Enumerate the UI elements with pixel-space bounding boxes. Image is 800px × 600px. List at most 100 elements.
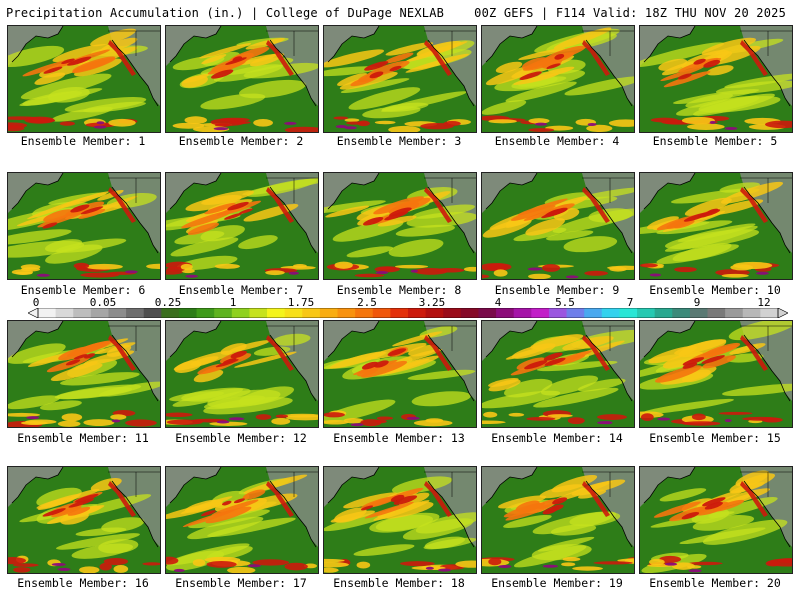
precip-map xyxy=(166,26,318,132)
colorbar-tick-label: 9 xyxy=(693,296,701,309)
ensemble-member-label: Ensemble Member: 20 xyxy=(649,576,781,590)
ensemble-member-map xyxy=(639,25,793,133)
ensemble-member-label: Ensemble Member: 15 xyxy=(649,431,781,445)
precip-map xyxy=(166,321,318,427)
colorbar-swatch xyxy=(637,308,656,318)
precip-map xyxy=(8,321,160,427)
colorbar-swatch xyxy=(760,308,779,318)
precip-map xyxy=(640,173,792,279)
colorbar-swatch xyxy=(513,308,532,318)
ensemble-member-map xyxy=(639,466,793,574)
ensemble-member-map xyxy=(165,466,319,574)
colorbar-swatch xyxy=(425,308,444,318)
ensemble-member-label: Ensemble Member: 13 xyxy=(333,431,465,445)
ensemble-member-label: Ensemble Member: 19 xyxy=(491,576,623,590)
colorbar-swatch xyxy=(566,308,585,318)
colorbar-swatch xyxy=(619,308,638,318)
colorbar-swatch xyxy=(143,308,162,318)
precip-map xyxy=(166,467,318,573)
ensemble-member-map xyxy=(323,320,477,428)
colorbar-swatch xyxy=(725,308,744,318)
ensemble-member-map xyxy=(639,172,793,280)
colorbar-high-arrow xyxy=(777,308,788,318)
colorbar-tick-label: 3.25 xyxy=(418,296,446,309)
ensemble-member-map xyxy=(165,320,319,428)
precip-map xyxy=(640,26,792,132)
ensemble-member-label: Ensemble Member: 5 xyxy=(652,134,778,148)
colorbar-tick-label: 1 xyxy=(229,296,237,309)
colorbar-swatch xyxy=(38,308,57,318)
run-valid-time: 00Z GEFS | F114 Valid: 18Z THU NOV 20 20… xyxy=(474,6,786,20)
precip-map xyxy=(482,26,634,132)
colorbar-swatch xyxy=(231,308,250,318)
ensemble-member-label: Ensemble Member: 1 xyxy=(20,134,146,148)
colorbar-tick-label: 0.05 xyxy=(89,296,117,309)
precip-map xyxy=(166,173,318,279)
colorbar-swatch xyxy=(478,308,497,318)
precip-map xyxy=(482,467,634,573)
ensemble-member-map xyxy=(323,172,477,280)
ensemble-member-map xyxy=(165,172,319,280)
map-title: Precipitation Accumulation (in.) | Colle… xyxy=(6,6,445,20)
precip-map xyxy=(324,321,476,427)
colorbar-swatch xyxy=(390,308,409,318)
ensemble-member-map xyxy=(7,320,161,428)
ensemble-member-map xyxy=(481,172,635,280)
ensemble-member-map xyxy=(481,320,635,428)
colorbar-swatch xyxy=(284,308,303,318)
colorbar-tick-label: 1.75 xyxy=(287,296,315,309)
precip-map xyxy=(8,467,160,573)
ensemble-member-label: Ensemble Member: 12 xyxy=(175,431,307,445)
colorbar xyxy=(28,308,788,318)
colorbar-swatch xyxy=(214,308,233,318)
ensemble-member-label: Ensemble Member: 10 xyxy=(649,283,781,297)
ensemble-member-label: Ensemble Member: 11 xyxy=(17,431,149,445)
precip-map xyxy=(324,173,476,279)
colorbar-tick-label: 0.25 xyxy=(154,296,182,309)
ensemble-member-map xyxy=(481,25,635,133)
precip-map xyxy=(8,26,160,132)
colorbar-swatch xyxy=(73,308,92,318)
colorbar-swatch xyxy=(108,308,127,318)
precip-map xyxy=(8,173,160,279)
colorbar-swatch xyxy=(584,308,603,318)
colorbar-tick-label: 12 xyxy=(757,296,771,309)
colorbar-low-arrow xyxy=(28,308,39,318)
colorbar-swatch xyxy=(337,308,356,318)
colorbar-tick-label: 0 xyxy=(32,296,40,309)
colorbar-swatch xyxy=(355,308,374,318)
colorbar-swatch xyxy=(319,308,339,318)
ensemble-member-map xyxy=(323,25,477,133)
colorbar-swatch xyxy=(196,308,215,318)
ensemble-member-label: Ensemble Member: 7 xyxy=(178,283,304,297)
precip-map xyxy=(640,321,792,427)
colorbar-swatch xyxy=(496,308,515,318)
colorbar-swatch xyxy=(531,308,550,318)
ensemble-member-map xyxy=(7,172,161,280)
precip-map xyxy=(640,467,792,573)
colorbar-tick-label: 2.5 xyxy=(357,296,377,309)
colorbar-swatch xyxy=(161,308,180,318)
colorbar-swatch xyxy=(126,308,145,318)
ensemble-member-label: Ensemble Member: 3 xyxy=(336,134,462,148)
ensemble-member-label: Ensemble Member: 16 xyxy=(17,576,149,590)
ensemble-member-label: Ensemble Member: 9 xyxy=(494,283,620,297)
colorbar-swatch xyxy=(548,308,568,318)
ensemble-member-label: Ensemble Member: 17 xyxy=(175,576,307,590)
colorbar-swatch xyxy=(90,308,109,318)
ensemble-member-map xyxy=(639,320,793,428)
colorbar-tick-label: 7 xyxy=(626,296,634,309)
ensemble-member-map xyxy=(7,25,161,133)
colorbar-swatch xyxy=(267,308,286,318)
colorbar-swatch xyxy=(55,308,74,318)
colorbar-swatch xyxy=(707,308,726,318)
colorbar-swatch xyxy=(302,308,321,318)
colorbar-swatch xyxy=(654,308,673,318)
colorbar-swatch xyxy=(372,308,391,318)
colorbar-swatch xyxy=(672,308,691,318)
colorbar-swatch xyxy=(178,308,198,318)
colorbar-tick-label: 4 xyxy=(494,296,502,309)
colorbar-swatch xyxy=(408,308,427,318)
colorbar-swatch xyxy=(443,308,462,318)
colorbar-swatch xyxy=(689,308,709,318)
